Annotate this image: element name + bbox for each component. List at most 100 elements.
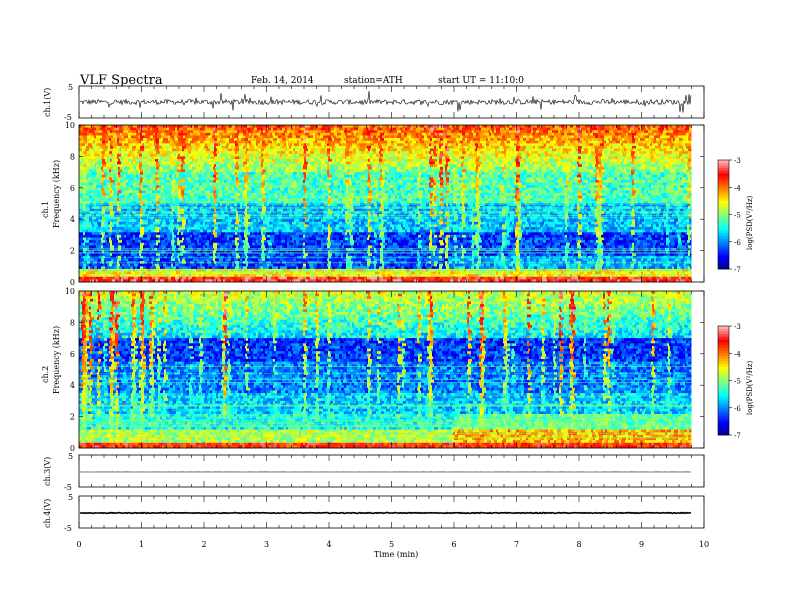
spectrogram-cell bbox=[205, 130, 207, 133]
spectrogram-cell bbox=[292, 156, 295, 159]
station-label: station=ATH bbox=[344, 76, 403, 86]
spectrogram-cell bbox=[314, 167, 317, 170]
spectrogram-cell bbox=[367, 169, 369, 172]
spectrogram-cell bbox=[168, 156, 172, 159]
spectrogram-cell bbox=[590, 183, 594, 186]
spectrogram-cell bbox=[556, 183, 558, 186]
spectrogram-cell bbox=[163, 125, 165, 128]
spectrogram-cell bbox=[466, 130, 469, 133]
spectrogram-cell bbox=[504, 164, 506, 167]
spectrogram-cell bbox=[306, 154, 310, 157]
spectrogram-cell bbox=[639, 169, 643, 172]
spectrogram-cell bbox=[344, 138, 348, 141]
spectrogram-cell bbox=[559, 151, 562, 154]
spectrogram-cell bbox=[409, 133, 412, 136]
spectrogram-cell bbox=[688, 159, 691, 162]
spectrogram-cell bbox=[479, 128, 481, 131]
spectrogram-cell bbox=[280, 159, 283, 162]
spectrogram-cell bbox=[664, 159, 668, 162]
spectrogram-cell bbox=[569, 180, 571, 183]
spectrogram-cell bbox=[582, 135, 585, 138]
spectrogram-cell bbox=[263, 156, 265, 159]
spectrogram-cell bbox=[291, 167, 295, 170]
spectrogram-cell bbox=[210, 172, 214, 175]
spectrogram-cell bbox=[563, 169, 567, 172]
spectrogram-cell bbox=[459, 130, 463, 133]
spectrogram-cell bbox=[301, 138, 303, 141]
spectrogram-cell bbox=[340, 130, 344, 133]
spectrogram-cell bbox=[500, 149, 504, 152]
spectrogram-cell bbox=[673, 167, 676, 170]
spectrogram-cell bbox=[684, 159, 688, 162]
spectrogram-cell bbox=[147, 125, 149, 128]
spectrogram-cell bbox=[414, 185, 417, 188]
spectrogram-cell bbox=[173, 169, 177, 172]
spectrogram-cell bbox=[185, 183, 189, 186]
spectrogram-cell bbox=[381, 130, 383, 133]
spectrogram-cell bbox=[546, 143, 549, 146]
spectrogram-cell bbox=[306, 143, 310, 146]
spectrogram-cell bbox=[198, 151, 202, 154]
spectrogram-cell bbox=[435, 162, 439, 165]
spectrogram-cell bbox=[585, 133, 588, 136]
spectrogram-cell bbox=[517, 128, 520, 131]
spectrogram-cell bbox=[192, 167, 196, 170]
spectrogram-cell bbox=[555, 185, 559, 188]
spectrogram-cell bbox=[137, 156, 141, 159]
spectrogram-cell bbox=[473, 154, 477, 157]
spectrogram-cell bbox=[120, 185, 123, 188]
spectrogram-cell bbox=[113, 162, 117, 165]
spectrogram-cell bbox=[601, 146, 603, 149]
spectrogram-cell bbox=[99, 167, 101, 170]
spectrogram-cell bbox=[85, 141, 87, 144]
spectrogram-cell bbox=[288, 141, 290, 144]
spectrogram-cell bbox=[376, 151, 379, 154]
spectrogram-cell bbox=[152, 138, 155, 141]
spectrogram-cell bbox=[359, 143, 362, 146]
spectrogram-cell bbox=[175, 188, 177, 191]
spectrogram-cell bbox=[367, 146, 371, 149]
spectrogram-cell bbox=[190, 141, 194, 144]
spectrogram-cell bbox=[96, 135, 98, 138]
spectrogram-cell bbox=[222, 146, 226, 149]
spectrogram-cell bbox=[381, 156, 383, 159]
spectrogram-cell bbox=[488, 180, 490, 183]
spectrogram-cell bbox=[397, 141, 401, 144]
spectrogram-cell bbox=[612, 138, 616, 141]
spectrogram-cell bbox=[458, 167, 460, 170]
spectrogram-cell bbox=[524, 175, 527, 178]
spectrogram-cell bbox=[504, 169, 506, 172]
spectrogram-cell bbox=[140, 128, 144, 131]
spectrogram-cell bbox=[381, 167, 383, 170]
spectrogram-cell bbox=[388, 146, 390, 149]
spectrogram-cell bbox=[453, 154, 457, 157]
spectrogram-cell bbox=[649, 146, 653, 149]
spectrogram-cell bbox=[635, 141, 639, 144]
spectrogram-cell bbox=[555, 146, 559, 149]
spectrogram-cell bbox=[224, 162, 228, 165]
spectrogram-cell bbox=[100, 169, 102, 172]
spectrogram-cell bbox=[489, 128, 491, 131]
spectrogram-cell bbox=[156, 128, 158, 131]
spectrogram-cell bbox=[570, 151, 574, 154]
spectrogram-cell bbox=[490, 180, 493, 183]
spectrogram-cell bbox=[631, 162, 634, 165]
spectrogram-cell bbox=[206, 149, 210, 152]
spectrogram-cell bbox=[548, 130, 552, 133]
spectrogram-cell bbox=[188, 138, 192, 141]
spectrogram-cell bbox=[347, 156, 350, 159]
spectrogram-cell bbox=[561, 180, 564, 183]
spectrogram-cell bbox=[356, 133, 358, 136]
spectrogram-cell bbox=[418, 141, 420, 144]
spectrogram-cell bbox=[408, 143, 410, 146]
spectrogram-cell bbox=[265, 130, 269, 133]
spectrogram-cell bbox=[374, 128, 377, 131]
spectrogram-cell bbox=[478, 143, 480, 146]
spectrogram-cell bbox=[458, 177, 462, 180]
spectrogram-cell bbox=[453, 133, 457, 136]
spectrogram-cell bbox=[622, 133, 626, 136]
spectrogram-cell bbox=[176, 143, 180, 146]
spectrogram-cell bbox=[651, 138, 654, 141]
spectrogram-cell bbox=[352, 167, 355, 170]
spectrogram-cell bbox=[183, 151, 185, 154]
